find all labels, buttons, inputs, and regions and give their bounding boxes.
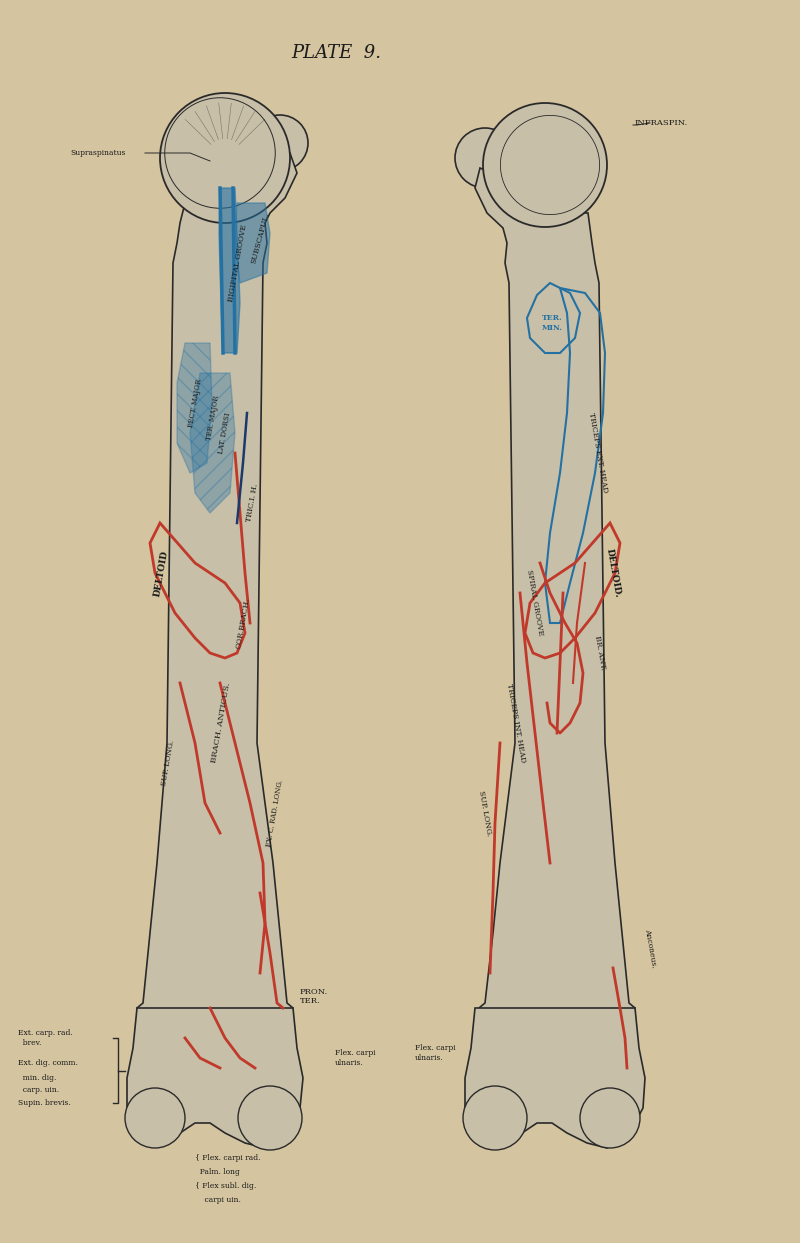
Text: TRICEPS INT. HEAD: TRICEPS INT. HEAD bbox=[505, 682, 526, 763]
Text: BR. ANT.: BR. ANT. bbox=[593, 635, 607, 671]
Text: PECT. MAJOR: PECT. MAJOR bbox=[187, 378, 203, 428]
Polygon shape bbox=[235, 203, 270, 283]
Text: Ext. dig. comm.: Ext. dig. comm. bbox=[18, 1059, 78, 1066]
Text: TER. MAJOR: TER. MAJOR bbox=[205, 395, 221, 441]
Text: TRICEPS EXT. HEAD: TRICEPS EXT. HEAD bbox=[587, 413, 609, 493]
Text: COR.BRACH.: COR.BRACH. bbox=[235, 597, 252, 649]
Text: SUP. LONG.: SUP. LONG. bbox=[160, 740, 176, 787]
Circle shape bbox=[580, 1088, 640, 1149]
Text: TER.
MIN.: TER. MIN. bbox=[542, 314, 562, 332]
Polygon shape bbox=[127, 1008, 303, 1149]
Text: SUP. LONG.: SUP. LONG. bbox=[477, 789, 493, 837]
Text: DELTOID.: DELTOID. bbox=[605, 548, 622, 598]
Text: carpi uin.: carpi uin. bbox=[195, 1196, 241, 1204]
Text: LAT. DORSI: LAT. DORSI bbox=[217, 411, 232, 454]
Text: min. dig.: min. dig. bbox=[18, 1074, 56, 1081]
Text: Flex. carpi
ulnaris.: Flex. carpi ulnaris. bbox=[415, 1044, 456, 1062]
Circle shape bbox=[483, 103, 607, 227]
Text: { Flex subl. dig.: { Flex subl. dig. bbox=[195, 1182, 256, 1190]
Circle shape bbox=[238, 1086, 302, 1150]
Text: SPIRAL GROOVE: SPIRAL GROOVE bbox=[525, 569, 545, 636]
Text: PRON.
TER.: PRON. TER. bbox=[300, 988, 328, 1006]
Polygon shape bbox=[137, 153, 297, 1078]
Polygon shape bbox=[475, 168, 635, 1078]
Polygon shape bbox=[219, 188, 240, 353]
Text: Supraspinatus: Supraspinatus bbox=[70, 149, 126, 157]
Polygon shape bbox=[190, 373, 235, 513]
Text: BRACH. ANTICUS.: BRACH. ANTICUS. bbox=[210, 682, 232, 763]
Circle shape bbox=[463, 1086, 527, 1150]
Text: EX. C. RAD. LONG.: EX. C. RAD. LONG. bbox=[265, 779, 285, 848]
Polygon shape bbox=[465, 1008, 645, 1149]
Text: Flex. carpi
ulnaris.: Flex. carpi ulnaris. bbox=[335, 1049, 376, 1066]
Circle shape bbox=[455, 128, 515, 188]
Circle shape bbox=[160, 93, 290, 222]
Text: PLATE  9.: PLATE 9. bbox=[291, 44, 381, 61]
Circle shape bbox=[125, 1088, 185, 1149]
Text: Supin. brevis.: Supin. brevis. bbox=[18, 1099, 70, 1108]
Text: TRIC.I. H.: TRIC.I. H. bbox=[245, 484, 259, 522]
Text: BIGIPITAL GROOVE: BIGIPITAL GROOVE bbox=[227, 224, 249, 302]
Text: Palm. long: Palm. long bbox=[195, 1168, 240, 1176]
Text: DELTOID: DELTOID bbox=[153, 549, 170, 597]
Text: SUBSCAPUL.: SUBSCAPUL. bbox=[250, 211, 271, 265]
Polygon shape bbox=[177, 343, 212, 474]
Text: INFRASPIN.: INFRASPIN. bbox=[635, 119, 688, 127]
Text: Ext. carp. rad.
  brev.: Ext. carp. rad. brev. bbox=[18, 1029, 73, 1047]
Circle shape bbox=[252, 116, 308, 172]
Text: carp. uin.: carp. uin. bbox=[18, 1086, 59, 1094]
Text: { Flex. carpi rad.: { Flex. carpi rad. bbox=[195, 1154, 261, 1162]
Text: Anconeus.: Anconeus. bbox=[643, 927, 658, 968]
